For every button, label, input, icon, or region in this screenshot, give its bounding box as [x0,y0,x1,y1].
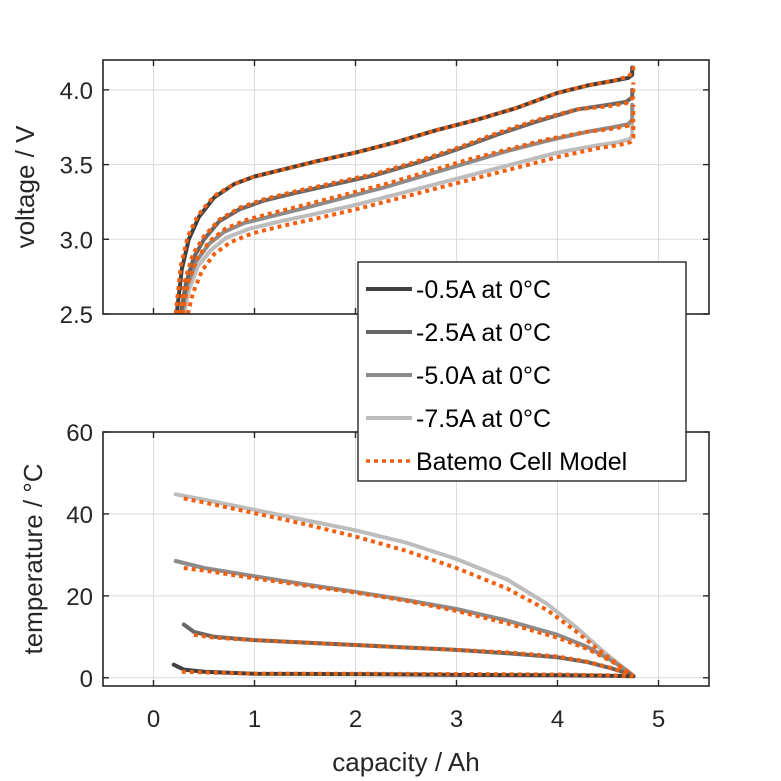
voltage-series-measured-line [178,87,635,314]
legend-label: -2.5A at 0°C [416,319,551,347]
voltage-series-measured-line [179,102,635,314]
voltage-series-model-line [173,64,636,314]
voltage-series [173,64,636,314]
voltage-series-measured-line [181,117,635,314]
temperature-series-model-line [181,669,634,679]
voltage-y-tick-label: 4.0 [60,78,93,105]
voltage-ticks: 2.5 3.0 3.5 4.0 [60,60,709,329]
legend-label: -7.5A at 0°C [416,405,551,433]
x-tick-label: 1 [248,706,261,733]
voltage-y-tick-label: 3.5 [60,153,93,180]
x-tick-label: 2 [349,706,362,733]
x-tick-label: 3 [450,706,463,733]
temperature-y-tick-label: 20 [66,584,93,611]
temperature-series [171,492,636,679]
voltage-y-tick-label: 3.0 [60,227,93,254]
legend-label: Batemo Cell Model [416,448,627,476]
temperature-ticks: 0 1 2 3 4 5 0 20 40 60 [66,420,709,733]
x-axis-label: capacity / Ah [332,747,479,777]
legend-box [357,261,687,482]
voltage-series-model-line [177,82,636,314]
x-tick-label: 0 [147,706,160,733]
temperature-y-tick-label: 60 [66,420,93,447]
x-tick-label: 4 [551,706,564,733]
temperature-series-model-line [183,496,635,678]
voltage-y-axis-label: voltage / V [10,125,40,249]
voltage-series-model-line [180,104,636,314]
temperature-y-axis-label: temperature / °C [18,463,48,654]
x-tick-label: 5 [652,706,665,733]
temperature-y-tick-label: 0 [80,666,93,693]
legend-label: -5.0A at 0°C [416,362,551,390]
temperature-y-tick-label: 40 [66,502,93,529]
voltage-y-tick-label: 2.5 [60,302,93,329]
legend-label: -0.5A at 0°C [416,276,551,304]
voltage-series-model-line [185,119,636,314]
legend: -0.5A at 0°C -2.5A at 0°C -5.0A at 0°C -7.5… [357,261,687,482]
